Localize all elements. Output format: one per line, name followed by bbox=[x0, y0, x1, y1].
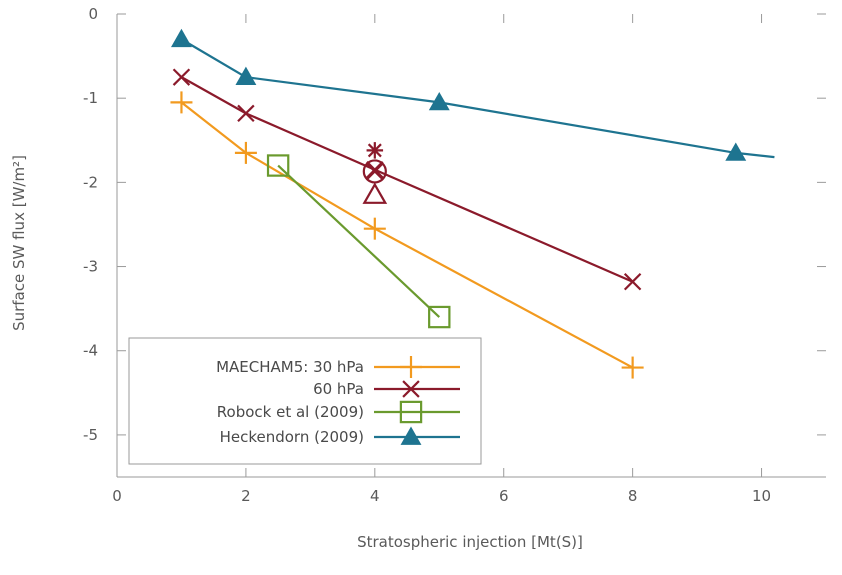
data-point-series-2 bbox=[428, 305, 451, 329]
y-tick-label: -1 bbox=[83, 89, 98, 107]
series-lines bbox=[180, 38, 775, 369]
series-line-0 bbox=[180, 101, 634, 369]
annotation-point bbox=[366, 142, 384, 159]
y-axis-label: Surface SW flux [W/m²] bbox=[10, 155, 28, 331]
series-markers bbox=[170, 28, 747, 379]
data-point-series-3 bbox=[235, 66, 257, 85]
legend-label: 60 hPa bbox=[313, 380, 364, 398]
data-point-series-3 bbox=[725, 142, 747, 161]
legend-label: Heckendorn (2009) bbox=[220, 428, 364, 446]
data-point-series-1 bbox=[172, 68, 191, 86]
annotation-markers bbox=[362, 142, 388, 204]
data-point-series-0 bbox=[170, 91, 193, 114]
data-point-series-2 bbox=[266, 154, 290, 177]
legend-label: Robock et al (2009) bbox=[217, 403, 364, 421]
x-tick-label: 8 bbox=[628, 487, 638, 505]
legend: MAECHAM5: 30 hPa 60 hPa Robock et al (2009… bbox=[128, 337, 482, 465]
y-tick-label: -3 bbox=[83, 258, 98, 276]
series-line-1 bbox=[180, 76, 634, 283]
data-point-series-1 bbox=[237, 104, 255, 123]
data-point-series-3 bbox=[428, 91, 450, 111]
annotation-point bbox=[362, 182, 388, 204]
y-tick-label: 0 bbox=[88, 5, 98, 23]
legend-marker bbox=[400, 426, 422, 445]
legend-box bbox=[128, 337, 482, 465]
data-point-series-3 bbox=[171, 28, 192, 48]
y-tick-label: -5 bbox=[83, 426, 98, 444]
x-tick-label: 2 bbox=[241, 487, 251, 505]
series-line-3 bbox=[180, 38, 775, 159]
data-point-series-0 bbox=[621, 356, 644, 379]
y-tick-label: -4 bbox=[83, 342, 98, 360]
y-axis-ticks: 0 -1 -2 -3 -4 -5 bbox=[83, 5, 826, 444]
y-tick-label: -2 bbox=[83, 173, 98, 191]
x-tick-label: 4 bbox=[370, 487, 380, 505]
x-axis-label: Stratospheric injection [Mt(S)] bbox=[357, 533, 583, 551]
x-tick-label: 0 bbox=[112, 487, 122, 505]
data-point-series-0 bbox=[234, 141, 257, 164]
annotation-point bbox=[362, 159, 387, 184]
data-point-series-1 bbox=[623, 273, 642, 291]
data-point-series-1 bbox=[366, 161, 384, 179]
legend-label: MAECHAM5: 30 hPa bbox=[216, 358, 364, 376]
legend-marker bbox=[400, 356, 422, 378]
x-tick-label: 10 bbox=[752, 487, 771, 505]
series-line-2 bbox=[277, 164, 441, 318]
x-tick-label: 6 bbox=[499, 487, 509, 505]
legend-marker bbox=[399, 400, 423, 424]
data-point-series-0 bbox=[363, 217, 386, 240]
legend-marker bbox=[402, 380, 420, 398]
x-axis-ticks: 0 2 4 6 8 10 bbox=[112, 14, 771, 505]
plot-frame bbox=[116, 14, 826, 478]
